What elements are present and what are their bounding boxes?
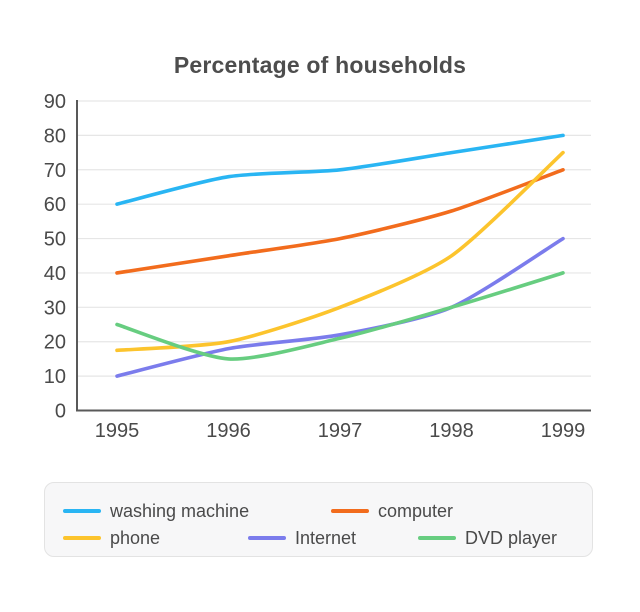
legend-swatch <box>63 508 101 514</box>
x-tick-label: 1995 <box>95 420 140 442</box>
legend-label: phone <box>110 527 161 548</box>
legend-item-dvd-player: DVD player <box>418 527 557 549</box>
chart-legend: washing machine computer phone Internet DVD … <box>44 482 593 557</box>
legend-label: DVD player <box>465 527 558 548</box>
y-tick-label: 20 <box>44 332 66 354</box>
x-tick-label: 1999 <box>541 420 586 442</box>
line-chart: 0 10 20 30 40 50 60 70 80 90 1995 1996 1997 1998 1999 <box>44 91 591 442</box>
series-line-dvd-player <box>115 271 565 361</box>
legend-swatch <box>63 535 101 541</box>
y-tick-label: 80 <box>44 125 66 147</box>
legend-label: computer <box>378 500 454 521</box>
legend-item-computer: computer <box>331 500 453 522</box>
series-line-washing-machine <box>115 133 565 206</box>
legend-item-washing-machine: washing machine <box>63 500 249 522</box>
y-tick-label: 70 <box>44 160 66 182</box>
legend-label: washing machine <box>110 500 250 521</box>
series-line-internet <box>115 236 565 378</box>
legend-swatch <box>331 508 369 514</box>
series-line-phone <box>115 150 565 353</box>
y-tick-label: 0 <box>55 401 66 423</box>
legend-item-phone: phone <box>63 527 160 549</box>
legend-swatch <box>418 535 456 541</box>
y-tick-label: 50 <box>44 229 66 251</box>
chart-title: Percentage of households <box>173 52 467 78</box>
y-tick-label: 30 <box>44 297 66 319</box>
y-tick-label: 40 <box>44 263 66 285</box>
x-tick-label: 1998 <box>429 420 474 442</box>
legend-label: Internet <box>295 527 357 548</box>
series-line-computer <box>115 168 565 275</box>
legend-item-internet: Internet <box>248 527 356 549</box>
y-tick-label: 10 <box>44 366 66 388</box>
x-tick-label: 1997 <box>318 420 363 442</box>
x-tick-label: 1996 <box>206 420 251 442</box>
y-tick-label: 90 <box>44 91 66 113</box>
y-tick-label: 60 <box>44 194 66 216</box>
legend-swatch <box>248 535 286 541</box>
